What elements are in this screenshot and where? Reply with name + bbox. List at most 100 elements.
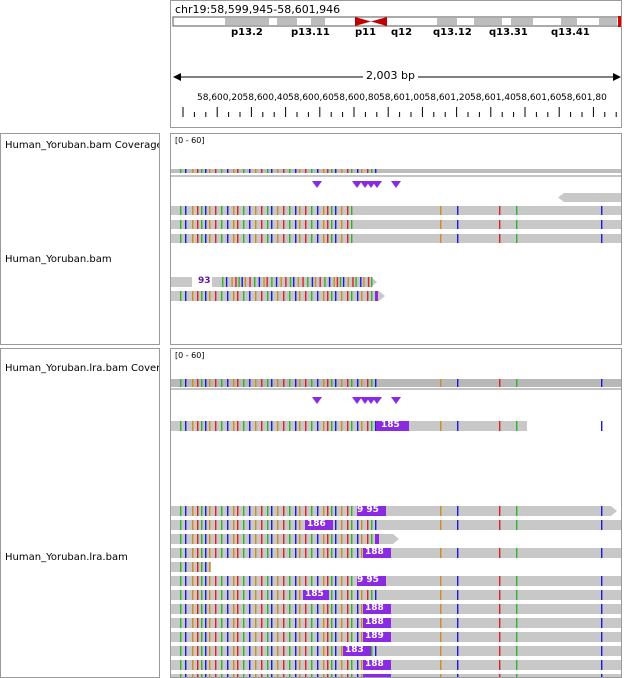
coverage-track-name-1[interactable]: Human_Yoruban.bam Coverage: [5, 140, 160, 151]
mismatch-mark: [327, 291, 329, 301]
mismatch-mark: [335, 534, 337, 544]
alignment-track-name-1[interactable]: Human_Yoruban.bam: [5, 254, 112, 265]
mismatch-mark: [267, 548, 269, 558]
mismatch-mark: [243, 234, 245, 243]
mismatch-mark: [295, 548, 297, 558]
mismatch-mark: [357, 379, 359, 387]
ideogram[interactable]: [171, 1, 622, 128]
mismatch-mark: [277, 169, 279, 173]
mismatch-mark: [285, 277, 287, 287]
aligned-read: [171, 506, 611, 516]
mismatch-mark: [255, 291, 257, 301]
mismatch-mark: [209, 169, 211, 173]
mismatch-mark: [201, 379, 203, 387]
mismatch-mark: [271, 379, 273, 387]
mismatch-mark: [289, 576, 291, 586]
mismatch-mark: [351, 576, 353, 586]
mismatch-mark: [323, 604, 325, 614]
mismatch-mark: [323, 220, 325, 229]
mismatch-mark: [227, 674, 229, 677]
mismatch-mark: [261, 534, 263, 544]
mismatch-mark: [237, 618, 239, 628]
mismatch-mark: [516, 618, 518, 628]
mismatch-mark: [367, 277, 370, 287]
aligned-read: [171, 234, 621, 243]
mismatch-mark: [341, 234, 343, 243]
mismatch-mark: [302, 277, 304, 287]
mismatch-mark: [277, 646, 279, 656]
mismatch-mark: [357, 421, 359, 431]
mismatch-mark: [249, 421, 251, 431]
mismatch-mark: [235, 277, 237, 287]
alignment-view-2[interactable]: [171, 349, 622, 678]
mismatch-mark: [367, 379, 369, 387]
mismatch-mark: [311, 632, 313, 642]
mismatch-mark: [360, 277, 362, 287]
mismatch-mark: [277, 590, 279, 600]
mismatch-mark: [317, 534, 319, 544]
mismatch-mark: [289, 674, 291, 677]
mismatch-mark: [319, 277, 321, 287]
mismatch-mark: [499, 234, 501, 243]
mismatch-mark: [440, 590, 442, 600]
mismatch-mark: [351, 548, 353, 558]
locus-label: chr19:58,599,945-58,601,946: [175, 3, 341, 16]
alignment-track-name-2[interactable]: Human_Yoruban.lra.bam: [5, 552, 128, 563]
mismatch-mark: [351, 506, 353, 516]
mismatch-mark: [440, 379, 442, 387]
mismatch-mark: [215, 618, 217, 628]
mismatch-mark: [185, 220, 187, 229]
data-panel-1[interactable]: [0 - 60] 93: [170, 133, 622, 345]
mismatch-mark: [221, 291, 223, 301]
mismatch-mark: [180, 506, 182, 516]
mismatch-mark: [317, 291, 319, 301]
mismatch-mark: [457, 590, 459, 600]
mismatch-mark: [233, 291, 235, 301]
insertion-marker: [391, 397, 401, 404]
mismatch-mark: [201, 674, 203, 677]
mismatch-mark: [335, 206, 337, 215]
mismatch-mark: [237, 674, 239, 677]
insertion-size-label: 188: [365, 603, 384, 613]
mismatch-mark: [457, 646, 459, 656]
mismatch-mark: [221, 506, 223, 516]
aligned-read: [171, 590, 621, 600]
mismatch-mark: [261, 291, 263, 301]
mismatch-mark: [516, 220, 518, 229]
mismatch-mark: [311, 206, 313, 215]
mismatch-mark: [289, 590, 291, 600]
mismatch-mark: [271, 534, 273, 544]
coverage-track-name-2[interactable]: Human_Yoruban.lra.bam Coverage: [5, 363, 160, 374]
mismatch-mark: [295, 660, 297, 670]
mismatch-mark: [499, 506, 501, 516]
mismatch-mark: [289, 291, 291, 301]
mismatch-mark: [311, 277, 314, 287]
mismatch-mark: [192, 206, 194, 215]
mismatch-mark: [317, 660, 319, 670]
mismatch-mark: [215, 291, 217, 301]
mismatch-mark: [341, 674, 343, 677]
mismatch-mark: [335, 618, 337, 628]
mismatch-mark: [371, 291, 373, 301]
mismatch-mark: [347, 506, 349, 516]
mismatch-mark: [317, 421, 319, 431]
mismatch-mark: [299, 291, 301, 301]
mismatch-mark: [601, 674, 603, 677]
mismatch-mark: [351, 590, 353, 600]
mismatch-mark: [371, 379, 373, 387]
mismatch-mark: [197, 604, 199, 614]
mismatch-mark: [351, 674, 353, 677]
mismatch-mark: [209, 576, 211, 586]
mismatch-mark: [499, 674, 501, 677]
mismatch-mark: [289, 604, 291, 614]
alignment-view-1[interactable]: [171, 134, 622, 345]
mismatch-mark: [233, 206, 235, 215]
mismatch-mark: [289, 220, 291, 229]
data-panel-2[interactable]: [0 - 60] 185 9 95 186 188 9 95 185 188 188 189 18…: [170, 348, 622, 678]
mismatch-mark: [192, 674, 194, 677]
mismatch-mark: [499, 660, 501, 670]
mismatch-mark: [243, 291, 245, 301]
mismatch-mark: [267, 234, 269, 243]
mismatch-mark: [335, 674, 337, 677]
mismatch-mark: [249, 534, 251, 544]
